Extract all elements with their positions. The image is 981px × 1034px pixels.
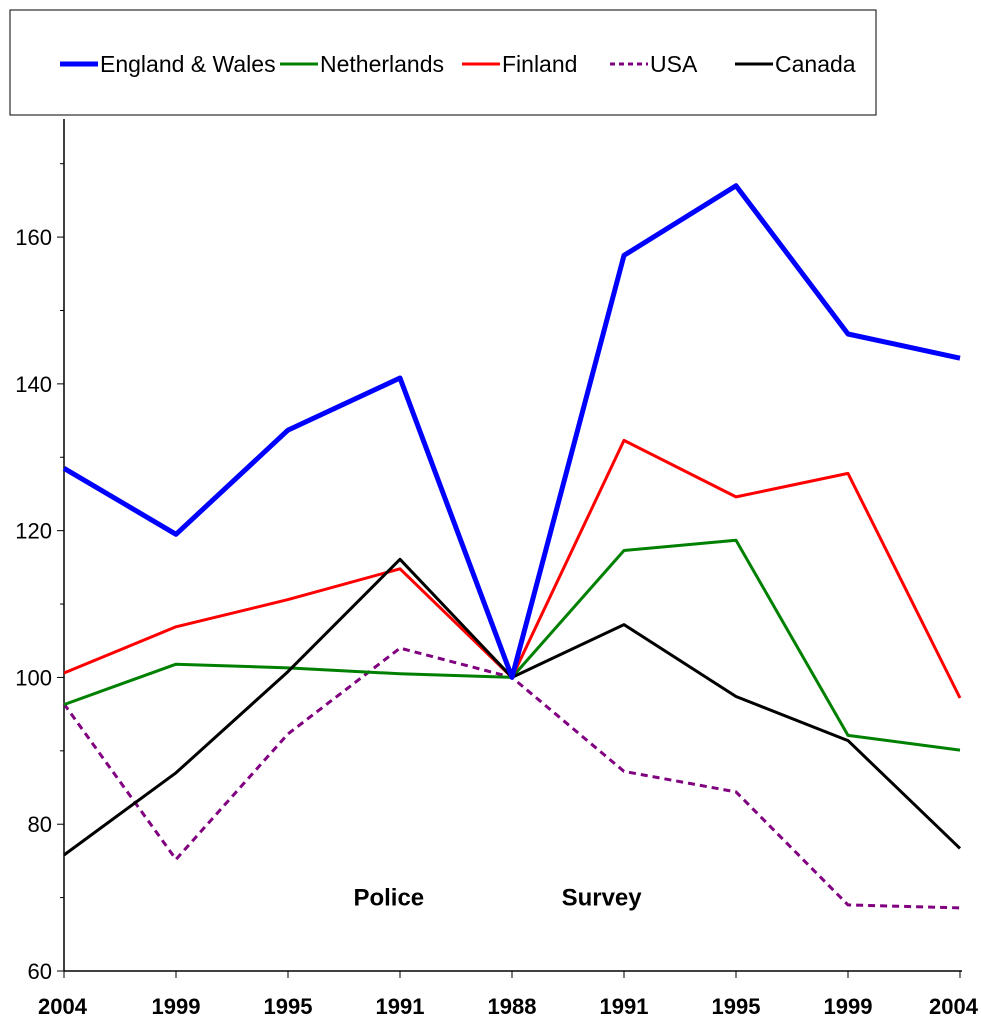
y-tick-label: 100 (15, 665, 52, 690)
y-tick-label: 80 (28, 812, 52, 837)
legend-box (9, 9, 877, 116)
legend-label-0: England & Wales (100, 51, 276, 77)
y-tick-label: 140 (15, 372, 52, 397)
series-line-canada (63, 557, 962, 857)
series-line-netherlands (63, 538, 961, 752)
axes: 60 80 100 120 140 160 2004 1999 1995 1991 1988 1991… (15, 119, 979, 1019)
series-line-england-wales (62, 183, 961, 680)
legend-label-1: Netherlands (320, 51, 444, 77)
x-tick-label: 2004 (38, 994, 88, 1019)
annotations: Police Survey (353, 885, 642, 912)
legend: England & Wales Netherlands Finland USA Cana… (9, 9, 877, 116)
x-tick-label: 1995 (712, 994, 761, 1019)
y-tick-label: 160 (15, 225, 52, 250)
x-tick-label: 1991 (600, 994, 649, 1019)
annotation-survey: Survey (562, 885, 643, 912)
x-tick-label: 1991 (376, 994, 425, 1019)
x-tick-label: 1988 (488, 994, 537, 1019)
x-tick-label: 1995 (264, 994, 313, 1019)
series-line-usa (62, 646, 961, 910)
legend-label-4: Canada (775, 51, 856, 77)
y-tick-label: 60 (28, 959, 52, 984)
y-tick-label: 120 (15, 519, 52, 544)
x-tick-label: 1999 (152, 994, 201, 1019)
series-line-finland (63, 438, 962, 699)
annotation-police: Police (353, 885, 424, 912)
x-tick-label: 1999 (824, 994, 873, 1019)
x-tick-label: 2004 (929, 994, 979, 1019)
series-layer (62, 183, 962, 910)
legend-label-3: USA (650, 51, 698, 77)
legend-label-2: Finland (502, 51, 577, 77)
